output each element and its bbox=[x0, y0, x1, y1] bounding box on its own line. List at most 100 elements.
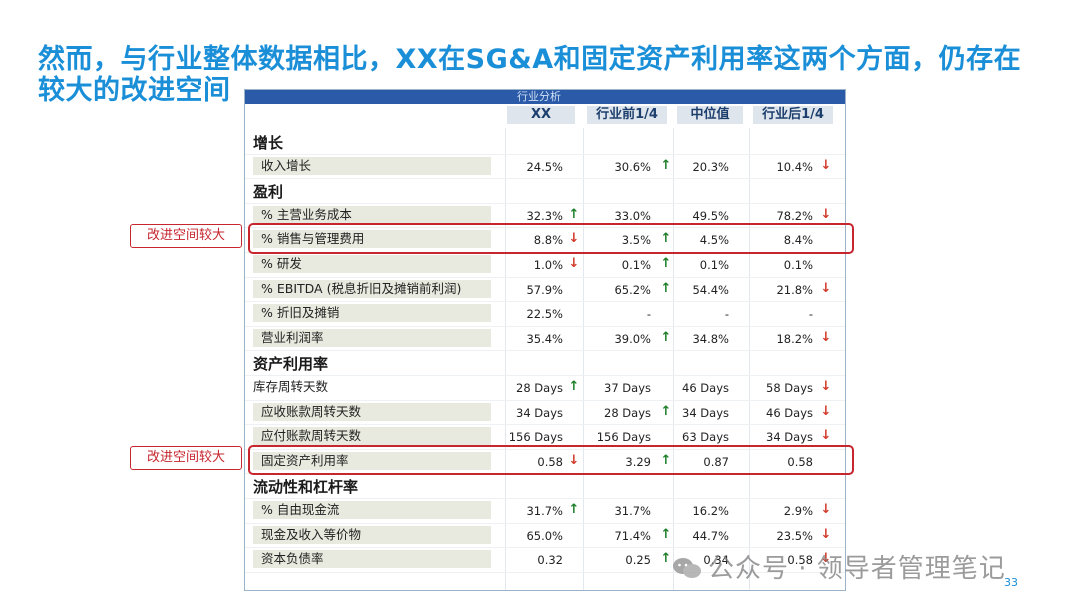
table-row: % 自由现金流 31.7% ↑ 31.7% 16.2% 2.9% ↓ bbox=[245, 498, 845, 524]
cell-value: 22.5% bbox=[526, 307, 563, 322]
cell-value: - bbox=[646, 307, 651, 322]
cell-value: 0.32 bbox=[537, 553, 563, 568]
cell-value: 24.5% bbox=[526, 159, 563, 174]
table-row: 营业利润率 35.4% 39.0% ↑ 34.8% 18.2% ↓ bbox=[245, 326, 845, 352]
row-label: 应收账款周转天数 bbox=[253, 402, 491, 421]
arrow-down-icon: ↓ bbox=[820, 428, 832, 444]
cell-value: 37 Days bbox=[604, 381, 651, 395]
cell-value: 18.2% bbox=[776, 331, 813, 346]
row-label: 营业利润率 bbox=[253, 328, 491, 347]
cell-value: 156 Days bbox=[596, 430, 651, 445]
row-label: 现金及收入等价物 bbox=[253, 525, 491, 544]
cell-value: 49.5% bbox=[692, 208, 729, 223]
cell-value: 0.1% bbox=[783, 258, 813, 272]
row-label: 库存周转天数 bbox=[253, 379, 329, 394]
column-header-row: XX 行业前1/4 中位值 行业后1/4 bbox=[245, 104, 845, 128]
cell-value: 16.2% bbox=[692, 504, 729, 518]
cell-value: 65.2% bbox=[614, 282, 651, 297]
industry-analysis-table: 行业分析 XX 行业前1/4 中位值 行业后1/4 增长 收入增长 24.5% 30.… bbox=[244, 89, 846, 591]
arrow-down-icon: ↓ bbox=[568, 256, 580, 271]
cell-value: 39.0% bbox=[614, 331, 651, 346]
arrow-down-icon: ↓ bbox=[820, 157, 832, 173]
cell-value: 78.2% bbox=[776, 208, 813, 223]
row-label: 资本负债率 bbox=[253, 550, 491, 569]
cell-value: - bbox=[724, 307, 729, 322]
arrow-down-icon: ↓ bbox=[568, 452, 580, 468]
cell-value: 0.1% bbox=[621, 258, 651, 272]
arrow-down-icon: ↓ bbox=[820, 379, 832, 394]
column-divider bbox=[505, 128, 506, 590]
table-row: 固定资产利用率 0.58 ↓ 3.29 ↑ 0.87 0.58 bbox=[245, 449, 845, 475]
arrow-down-icon: ↓ bbox=[820, 551, 832, 567]
table-row: % 研发 1.0% ↓ 0.1% ↑ 0.1% 0.1% bbox=[245, 252, 845, 278]
row-label: % 自由现金流 bbox=[253, 501, 491, 519]
cell-value: 34 Days bbox=[682, 405, 729, 420]
cell-value: 31.7% bbox=[614, 504, 651, 518]
cell-value: 46 Days bbox=[766, 405, 813, 420]
cell-value: 4.5% bbox=[699, 233, 729, 248]
section-row: 增长 bbox=[245, 129, 845, 155]
table-row: % 主营业务成本 32.3% ↑ 33.0% 49.5% 78.2% ↓ bbox=[245, 203, 845, 229]
cell-value: 8.4% bbox=[783, 233, 813, 248]
row-label: % 销售与管理费用 bbox=[253, 230, 491, 249]
cell-value: 33.0% bbox=[614, 208, 651, 223]
cell-value: 0.58 bbox=[537, 454, 563, 469]
arrow-up-icon: ↑ bbox=[660, 256, 672, 271]
cell-value: 8.8% bbox=[533, 233, 563, 248]
row-label: % 主营业务成本 bbox=[253, 205, 491, 224]
table-row: 资本负债率 0.32 0.25 ↑ 0.34 0.58 ↓ bbox=[245, 547, 845, 573]
cell-value: 34 Days bbox=[766, 430, 813, 445]
table-row: 现金及收入等价物 65.0% 71.4% ↑ 44.7% 23.5% ↓ bbox=[245, 523, 845, 549]
cell-value: 35.4% bbox=[526, 331, 563, 346]
cell-value: 20.3% bbox=[692, 159, 729, 174]
table-row: 应付账款周转天数 156 Days 156 Days 63 Days 34 Days ↓ bbox=[245, 424, 845, 450]
cell-value: 156 Days bbox=[508, 430, 563, 445]
watermark-text: 公众号 · 领导者管理笔记 bbox=[708, 554, 1006, 584]
arrow-up-icon: ↑ bbox=[568, 502, 580, 517]
row-label: 应付账款周转天数 bbox=[253, 427, 491, 446]
arrow-up-icon: ↑ bbox=[660, 526, 672, 542]
col-header-top-quartile: 行业前1/4 bbox=[587, 106, 667, 124]
highlight-label: 改进空间较大 bbox=[130, 445, 242, 470]
section-row: 资产利用率 bbox=[245, 350, 845, 376]
row-label: % 研发 bbox=[253, 255, 491, 273]
section-label: 盈利 bbox=[253, 183, 284, 202]
cell-value: 3.5% bbox=[621, 233, 651, 248]
arrow-up-icon: ↑ bbox=[660, 551, 672, 567]
cell-value: 34 Days bbox=[516, 405, 563, 420]
cell-value: 2.9% bbox=[783, 504, 813, 518]
section-row: 盈利 bbox=[245, 178, 845, 204]
column-divider bbox=[673, 128, 674, 590]
col-header-xx: XX bbox=[507, 106, 575, 124]
row-label: 收入增长 bbox=[253, 156, 491, 175]
column-divider bbox=[749, 128, 750, 590]
arrow-up-icon: ↑ bbox=[660, 157, 672, 173]
cell-value: 0.58 bbox=[787, 553, 813, 568]
column-divider bbox=[583, 128, 584, 590]
arrow-up-icon: ↑ bbox=[660, 329, 672, 345]
section-label: 流动性和杠杆率 bbox=[253, 478, 359, 497]
cell-value: 63 Days bbox=[682, 430, 729, 445]
arrow-up-icon: ↑ bbox=[660, 280, 672, 296]
cell-value: 21.8% bbox=[776, 282, 813, 297]
arrow-down-icon: ↓ bbox=[568, 231, 580, 247]
arrow-down-icon: ↓ bbox=[820, 280, 832, 296]
arrow-up-icon: ↑ bbox=[660, 403, 672, 419]
cell-value: 10.4% bbox=[776, 159, 813, 174]
section-label: 资产利用率 bbox=[253, 355, 329, 374]
arrow-up-icon: ↑ bbox=[660, 231, 672, 247]
table-row: 应收账款周转天数 34 Days 28 Days ↑ 34 Days 46 Days ↓ bbox=[245, 400, 845, 426]
col-header-bottom-quartile: 行业后1/4 bbox=[753, 106, 833, 124]
cell-value: 28 Days bbox=[604, 405, 651, 420]
table-caption: 行业分析 bbox=[517, 90, 561, 103]
arrow-up-icon: ↑ bbox=[568, 379, 580, 394]
arrow-up-icon: ↑ bbox=[660, 452, 672, 468]
wechat-icon bbox=[673, 558, 701, 578]
cell-value: 32.3% bbox=[526, 208, 563, 223]
cell-value: 28 Days bbox=[516, 381, 563, 395]
highlight-label: 改进空间较大 bbox=[130, 224, 242, 249]
cell-value: 54.4% bbox=[692, 282, 729, 297]
cell-value: 46 Days bbox=[682, 381, 729, 395]
arrow-down-icon: ↓ bbox=[820, 526, 832, 542]
cell-value: 1.0% bbox=[533, 258, 563, 272]
